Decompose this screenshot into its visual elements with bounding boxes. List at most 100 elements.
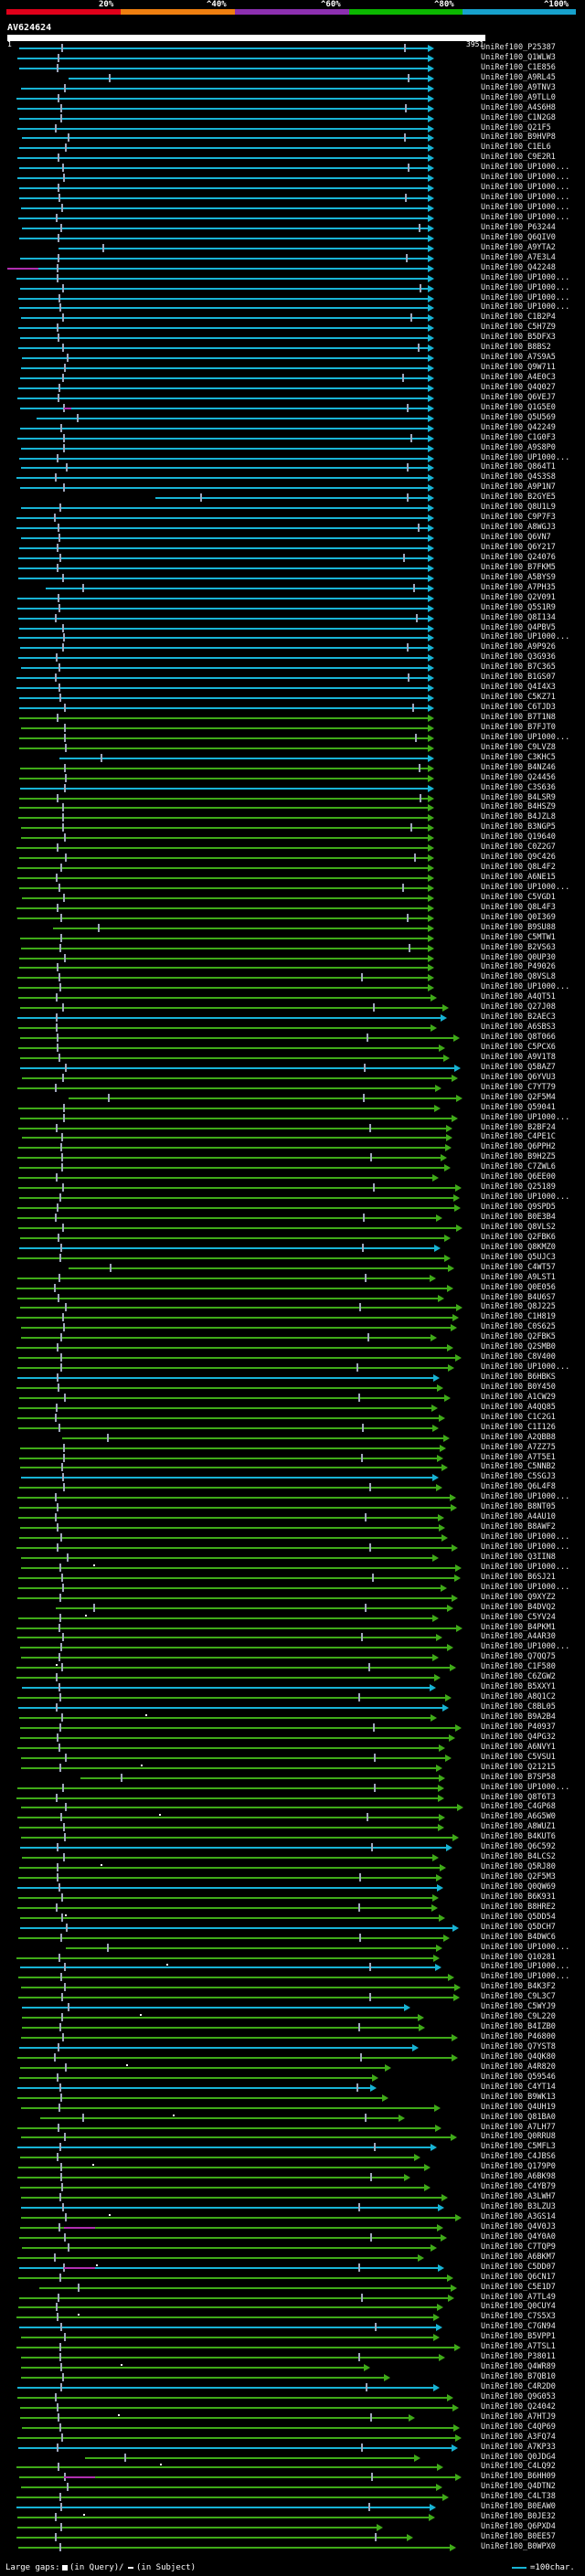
hit-label[interactable]: UniRef100_C7TQP9 [481,2242,556,2252]
hit-alignment-bar[interactable] [16,1347,449,1349]
hit-alignment-bar[interactable] [17,1217,438,1219]
hit-alignment-bar[interactable] [20,1067,456,1069]
hit-alignment-bar[interactable] [19,628,430,630]
hit-label[interactable]: UniRef100_Q6VEJ7 [481,393,556,402]
hit-label[interactable]: UniRef100_C7YT79 [481,1083,556,1092]
hit-label[interactable]: UniRef100_B6HBKS [481,1373,556,1382]
hit-label[interactable]: UniRef100_B7FKM5 [481,563,556,572]
hit-label[interactable]: UniRef100_C9L220 [481,2012,556,2021]
hit-label[interactable]: UniRef100_Q1WLW3 [481,53,556,62]
hit-label[interactable]: UniRef100_C7S5X3 [481,2312,556,2321]
hit-label[interactable]: UniRef100_A9V1T8 [481,1053,556,1062]
hit-label[interactable]: UniRef100_UP1000... [481,213,570,222]
hit-label[interactable]: UniRef100_Q8KMZ0 [481,1243,556,1252]
hit-alignment-bar[interactable] [22,228,430,229]
hit-label[interactable]: UniRef100_C5YV24 [481,1613,556,1622]
hit-label[interactable]: UniRef100_Q0UP30 [481,953,556,962]
hit-alignment-bar[interactable] [22,1687,431,1689]
hit-alignment-bar[interactable] [21,467,430,469]
hit-label[interactable]: UniRef100_Q3G936 [481,652,556,662]
hit-label[interactable]: UniRef100_B8AWF2 [481,1522,556,1532]
hit-label[interactable]: UniRef100_A3GS14 [481,2212,556,2221]
hit-alignment-bar[interactable] [20,2157,416,2158]
hit-alignment-bar[interactable] [21,2207,440,2209]
hit-alignment-bar[interactable] [19,1827,440,1829]
hit-alignment-bar[interactable] [21,367,430,369]
hit-label[interactable]: UniRef100_C8BL05 [481,1702,556,1712]
hit-alignment-bar[interactable] [19,887,430,889]
hit-alignment-bar[interactable] [17,1497,452,1499]
hit-label[interactable]: UniRef100_A9RL45 [481,73,556,82]
hit-label[interactable]: UniRef100_B4K3F2 [481,1982,556,1991]
hit-alignment-bar[interactable] [18,2447,453,2449]
hit-alignment-bar[interactable] [21,2357,441,2359]
hit-alignment-bar[interactable] [16,2496,444,2498]
hit-alignment-bar[interactable] [56,1607,449,1609]
hit-alignment-bar[interactable] [20,2187,426,2189]
hit-label[interactable]: UniRef100_UP1000... [481,183,570,192]
hit-alignment-bar[interactable] [19,707,430,709]
hit-alignment-bar[interactable] [21,1327,452,1329]
hit-label[interactable]: UniRef100_C4R2D0 [481,2382,556,2391]
hit-label[interactable]: UniRef100_P49026 [481,962,556,971]
hit-label[interactable]: UniRef100_Q8VLS2 [481,1223,556,1232]
hit-alignment-bar[interactable] [17,1207,456,1209]
hit-label[interactable]: UniRef100_C4PE1C [481,1132,556,1141]
hit-label[interactable]: UniRef100_A7TL49 [481,2293,556,2302]
hit-alignment-bar[interactable] [22,1077,453,1079]
hit-label[interactable]: UniRef100_Q4DTN2 [481,2482,556,2491]
hit-alignment-bar[interactable] [17,1747,441,1749]
hit-alignment-bar[interactable] [19,197,430,199]
hit-alignment-bar[interactable] [20,1037,455,1039]
hit-label[interactable]: UniRef100_UP1000... [481,1642,570,1651]
hit-alignment-bar[interactable] [19,307,430,309]
hit-alignment-bar[interactable] [22,2027,420,2029]
hit-alignment-bar[interactable] [18,1427,434,1429]
hit-label[interactable]: UniRef100_C5H7Z9 [481,323,556,332]
hit-label[interactable]: UniRef100_C7ZWL6 [481,1162,556,1171]
hit-alignment-bar[interactable] [16,1677,436,1679]
hit-alignment-bar[interactable] [20,647,430,649]
hit-alignment-bar[interactable] [16,2537,409,2539]
hit-alignment-bar[interactable] [16,2507,431,2508]
hit-label[interactable]: UniRef100_A4QQ85 [481,1403,556,1412]
hit-label[interactable]: UniRef100_Q5RJ80 [481,1862,556,1871]
hit-label[interactable]: UniRef100_UP1000... [481,1972,570,1981]
hit-label[interactable]: UniRef100_A3LWH7 [481,2192,556,2201]
hit-alignment-bar[interactable] [18,1937,445,1939]
hit-label[interactable]: UniRef100_B4PKM1 [481,1623,556,1632]
hit-label[interactable]: UniRef100_UP1000... [481,163,570,172]
hit-label[interactable]: UniRef100_C3S636 [481,783,556,792]
hit-label[interactable]: UniRef100_Q7YST8 [481,2042,556,2051]
hit-alignment-bar[interactable] [18,1027,432,1029]
hit-alignment-bar[interactable] [21,2367,366,2369]
hit-alignment-bar[interactable] [16,2316,435,2318]
hit-label[interactable]: UniRef100_A9YTA2 [481,243,556,252]
hit-label[interactable]: UniRef100_B3LZU3 [481,2202,556,2211]
hit-label[interactable]: UniRef100_Q24456 [481,773,556,782]
hit-alignment-bar[interactable] [69,78,430,80]
hit-alignment-bar[interactable] [18,1128,448,1129]
hit-alignment-bar[interactable] [19,458,430,460]
hit-label[interactable]: UniRef100_UP1000... [481,203,570,212]
hit-alignment-bar[interactable] [17,1787,440,1789]
hit-label[interactable]: UniRef100_Q4Q027 [481,383,556,392]
hit-alignment-bar[interactable] [18,2306,439,2308]
hit-alignment-bar[interactable] [17,1017,442,1019]
hit-alignment-bar[interactable] [19,2297,450,2299]
hit-alignment-bar[interactable] [20,337,430,339]
hit-alignment-bar[interactable] [21,2217,457,2219]
hit-alignment-bar[interactable] [21,727,430,729]
hit-label[interactable]: UniRef100_UP1000... [481,173,570,182]
hit-label[interactable]: UniRef100_A3FQ74 [481,2433,556,2442]
hit-alignment-bar[interactable] [37,418,430,419]
hit-label[interactable]: UniRef100_C5SGJ3 [481,1472,556,1481]
hit-alignment-bar[interactable] [18,298,430,300]
hit-label[interactable]: UniRef100_B9A2B4 [481,1712,556,1722]
hit-label[interactable]: UniRef100_Q6YVU3 [481,1073,556,1082]
hit-alignment-bar[interactable] [17,2387,435,2389]
hit-alignment-bar[interactable] [16,2466,439,2468]
hit-label[interactable]: UniRef100_C9L3C7 [481,1992,556,2001]
hit-alignment-bar[interactable] [16,517,430,519]
hit-label[interactable]: UniRef100_UP1000... [481,632,570,641]
